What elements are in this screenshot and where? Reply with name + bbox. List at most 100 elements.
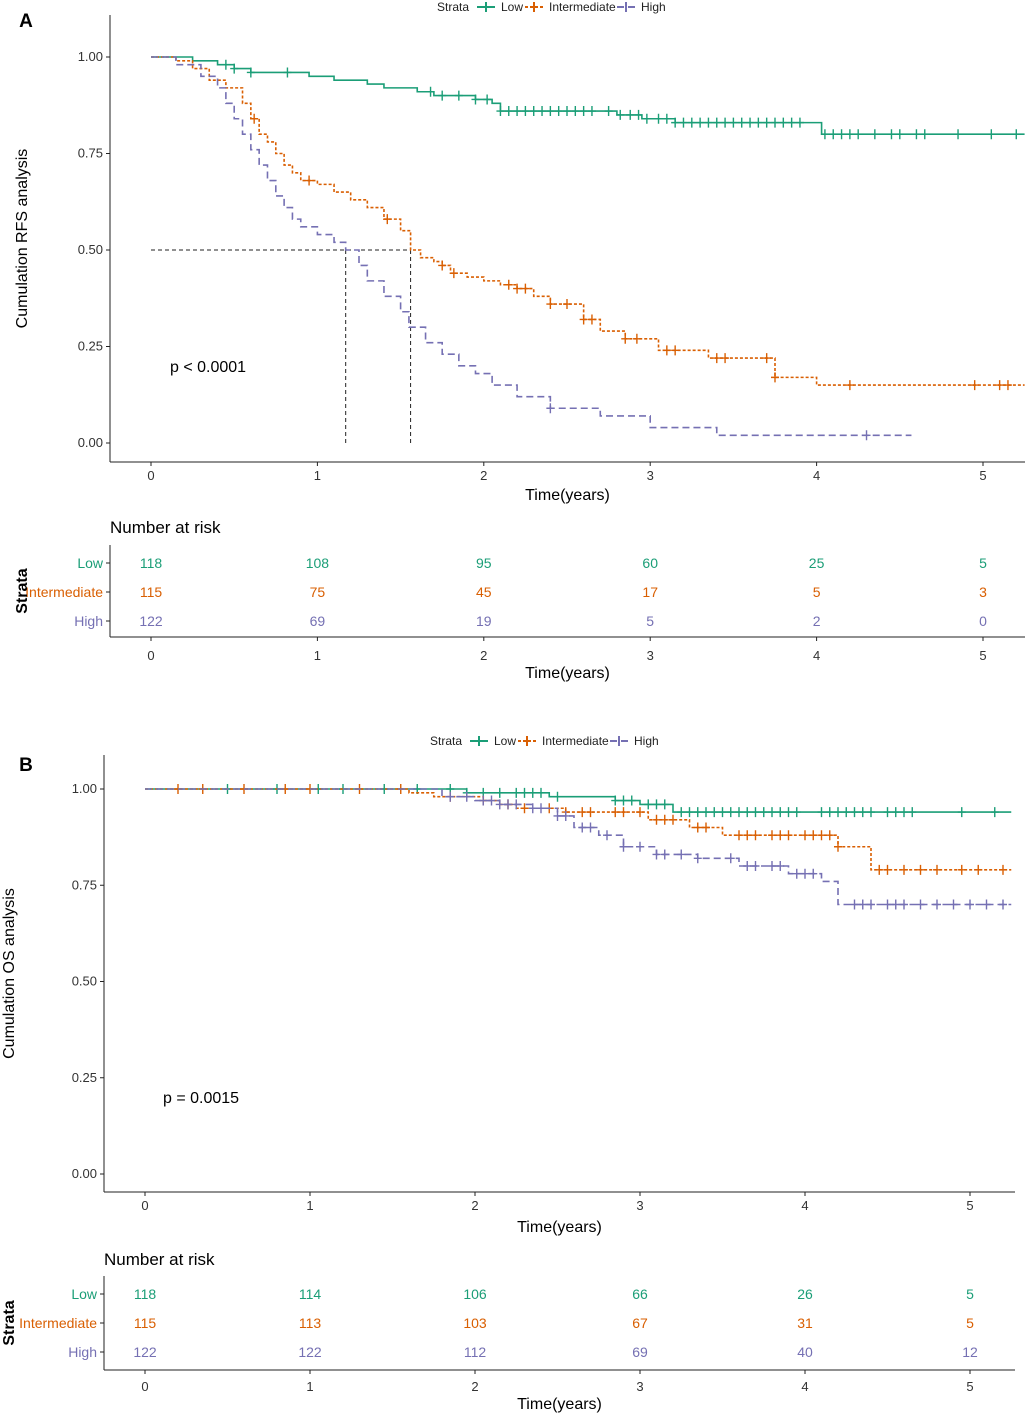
legend-title: Strata bbox=[437, 0, 469, 14]
risk-y-axis-label: Strata bbox=[14, 568, 31, 613]
risk-strata-label: High bbox=[68, 1344, 97, 1360]
censor-mark-low bbox=[908, 807, 917, 818]
censor-mark-intermediate bbox=[957, 864, 966, 875]
censor-mark-intermediate bbox=[875, 864, 884, 875]
censor-mark-low bbox=[626, 109, 635, 120]
legend-entry-high: High bbox=[641, 0, 666, 14]
censor-mark-low bbox=[858, 807, 867, 818]
censor-mark-low bbox=[634, 109, 643, 120]
censor-mark-low bbox=[762, 117, 771, 128]
censor-mark-intermediate bbox=[611, 807, 620, 818]
censor-mark-low bbox=[538, 106, 547, 117]
legend-entry-intermediate: Intermediate bbox=[549, 0, 616, 14]
censor-mark-low bbox=[471, 94, 480, 105]
censor-mark-intermediate bbox=[900, 864, 908, 875]
x-tick-label: 2 bbox=[480, 468, 487, 483]
y-tick-label: 0.25 bbox=[78, 339, 103, 354]
censor-mark-intermediate bbox=[933, 864, 941, 875]
censor-mark-high bbox=[636, 841, 644, 852]
y-axis-label: Cumulation OS analysis bbox=[1, 888, 18, 1059]
censor-mark-intermediate bbox=[702, 822, 710, 833]
censor-mark-low bbox=[870, 129, 879, 140]
censor-mark-low bbox=[529, 106, 538, 117]
censor-mark-high bbox=[512, 799, 521, 810]
curve-intermediate bbox=[151, 56, 1025, 386]
censor-mark-intermediate bbox=[762, 353, 771, 364]
censor-mark-low bbox=[895, 129, 904, 140]
risk-value: 19 bbox=[476, 613, 492, 629]
censor-mark-intermediate bbox=[546, 299, 555, 310]
censor-mark-high bbox=[603, 830, 611, 841]
curve-intermediate bbox=[145, 788, 1012, 871]
censor-mark-high bbox=[537, 803, 545, 814]
censor-mark-high bbox=[495, 799, 504, 810]
censor-mark-intermediate bbox=[809, 830, 818, 841]
panel-label: B bbox=[19, 755, 33, 776]
risk-value: 45 bbox=[476, 584, 492, 600]
risk-x-tick-label: 5 bbox=[966, 1379, 973, 1394]
censor-mark-high bbox=[850, 899, 859, 910]
censor-mark-low bbox=[776, 807, 785, 818]
censor-mark-low bbox=[887, 129, 896, 140]
censor-mark-intermediate bbox=[652, 814, 661, 825]
risk-value: 0 bbox=[979, 613, 987, 629]
censor-mark-high bbox=[660, 849, 669, 860]
censor-mark-low bbox=[553, 791, 562, 802]
risk-value: 115 bbox=[140, 584, 163, 600]
censor-mark-low bbox=[652, 799, 661, 810]
censor-mark-low bbox=[920, 129, 929, 140]
censor-mark-low bbox=[787, 117, 796, 128]
censor-mark-low bbox=[954, 129, 963, 140]
censor-mark-low bbox=[743, 807, 752, 818]
risk-strata-label: Low bbox=[77, 555, 104, 571]
censor-mark-low bbox=[784, 807, 793, 818]
risk-value: 17 bbox=[642, 584, 658, 600]
censor-mark-intermediate bbox=[834, 841, 842, 852]
censor-mark-high bbox=[900, 899, 908, 910]
censor-mark-intermediate bbox=[801, 830, 809, 841]
censor-mark-low bbox=[537, 787, 545, 798]
censor-mark-intermediate bbox=[817, 830, 826, 841]
censor-mark-low bbox=[883, 807, 892, 818]
risk-value: 118 bbox=[140, 555, 163, 571]
censor-mark-low bbox=[712, 117, 721, 128]
risk-value: 5 bbox=[646, 613, 654, 629]
censor-mark-intermediate bbox=[579, 314, 588, 325]
legend-entry-low: Low bbox=[501, 0, 523, 14]
censor-mark-high bbox=[619, 841, 628, 852]
censor-mark-intermediate bbox=[669, 814, 677, 825]
censor-mark-high bbox=[916, 899, 925, 910]
censor-mark-intermediate bbox=[693, 822, 702, 833]
risk-table-title: Number at risk bbox=[110, 518, 221, 537]
censor-mark-low bbox=[817, 807, 826, 818]
risk-value: 66 bbox=[632, 1286, 648, 1302]
censor-mark-intermediate bbox=[776, 830, 785, 841]
censor-mark-intermediate bbox=[970, 380, 979, 391]
x-tick-label: 3 bbox=[647, 468, 654, 483]
censor-mark-low bbox=[438, 90, 447, 101]
censor-mark-high bbox=[858, 899, 867, 910]
censor-mark-low bbox=[685, 807, 694, 818]
p-value: p < 0.0001 bbox=[170, 359, 246, 376]
censor-mark-low bbox=[834, 807, 842, 818]
censor-mark-low bbox=[704, 117, 713, 128]
censor-mark-low bbox=[521, 106, 530, 117]
censor-mark-low bbox=[546, 106, 555, 117]
censor-mark-intermediate bbox=[845, 380, 854, 391]
risk-value: 112 bbox=[464, 1344, 487, 1360]
censor-mark-low bbox=[795, 117, 804, 128]
censor-mark-high bbox=[867, 899, 875, 910]
censor-mark-low bbox=[504, 106, 513, 117]
censor-mark-high bbox=[966, 899, 974, 910]
censor-mark-low bbox=[246, 67, 255, 78]
risk-x-tick-label: 5 bbox=[979, 648, 986, 663]
risk-x-tick-label: 2 bbox=[480, 648, 487, 663]
censor-mark-low bbox=[842, 807, 851, 818]
risk-value: 60 bbox=[642, 555, 658, 571]
censor-mark-low bbox=[845, 129, 854, 140]
curve-low bbox=[145, 788, 1012, 813]
risk-x-tick-label: 4 bbox=[801, 1379, 808, 1394]
censor-mark-high bbox=[462, 791, 471, 802]
censor-mark-low bbox=[604, 106, 613, 117]
censor-mark-low bbox=[483, 94, 492, 105]
